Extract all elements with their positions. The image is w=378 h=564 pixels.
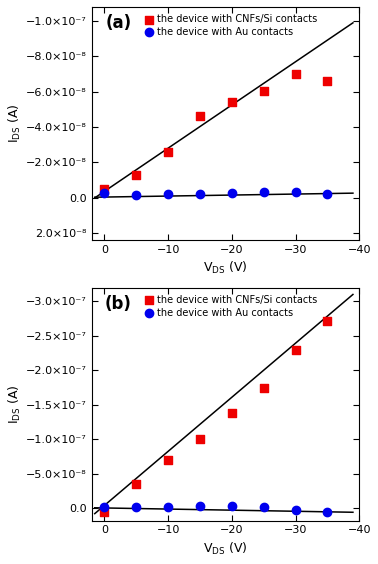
the device with CNFs/Si contacts [101, 184, 107, 193]
X-axis label: $V_{DS}$ (V): $V_{DS}$ (V) [203, 261, 248, 276]
the device with CNFs/Si contacts [165, 147, 171, 156]
Text: (b): (b) [105, 294, 132, 312]
the device with Au contacts [165, 502, 171, 511]
the device with CNFs/Si contacts [229, 98, 235, 107]
the device with CNFs/Si contacts [197, 112, 203, 121]
the device with Au contacts [133, 191, 139, 200]
the device with CNFs/Si contacts [197, 435, 203, 444]
the device with CNFs/Si contacts [324, 316, 330, 325]
the device with Au contacts [261, 188, 267, 197]
the device with CNFs/Si contacts [293, 345, 299, 354]
the device with CNFs/Si contacts [229, 408, 235, 417]
X-axis label: $V_{DS}$ (V): $V_{DS}$ (V) [203, 541, 248, 557]
the device with Au contacts [293, 188, 299, 197]
the device with CNFs/Si contacts [261, 383, 267, 392]
the device with CNFs/Si contacts [133, 170, 139, 179]
the device with Au contacts [165, 190, 171, 199]
the device with CNFs/Si contacts [261, 86, 267, 95]
the device with Au contacts [197, 501, 203, 510]
the device with Au contacts [101, 188, 107, 197]
Y-axis label: $I_{DS}$ (A): $I_{DS}$ (A) [7, 384, 23, 424]
the device with CNFs/Si contacts [324, 77, 330, 86]
the device with Au contacts [261, 503, 267, 512]
the device with Au contacts [229, 188, 235, 197]
the device with Au contacts [197, 190, 203, 199]
the device with CNFs/Si contacts [101, 507, 107, 516]
the device with CNFs/Si contacts [165, 455, 171, 464]
Y-axis label: $I_{DS}$ (A): $I_{DS}$ (A) [7, 104, 23, 143]
the device with Au contacts [324, 190, 330, 199]
the device with CNFs/Si contacts [293, 69, 299, 78]
Text: (a): (a) [105, 14, 132, 32]
the device with CNFs/Si contacts [133, 479, 139, 488]
the device with Au contacts [229, 501, 235, 510]
the device with Au contacts [293, 505, 299, 514]
the device with Au contacts [101, 503, 107, 512]
Legend: the device with CNFs/Si contacts, the device with Au contacts: the device with CNFs/Si contacts, the de… [145, 295, 318, 318]
the device with Au contacts [324, 507, 330, 516]
the device with Au contacts [133, 502, 139, 511]
Legend: the device with CNFs/Si contacts, the device with Au contacts: the device with CNFs/Si contacts, the de… [145, 14, 318, 37]
